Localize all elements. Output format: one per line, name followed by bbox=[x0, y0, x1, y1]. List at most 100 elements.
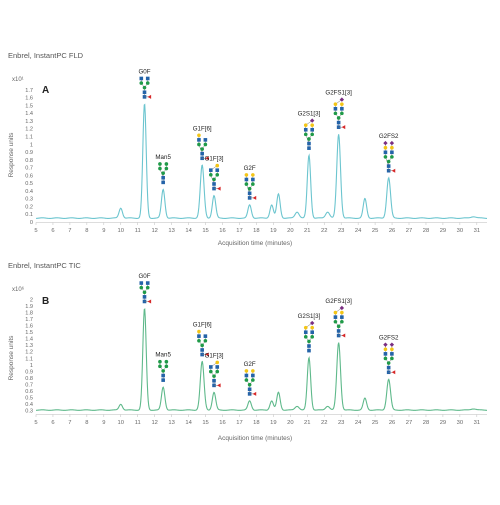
glycan-galactose-symbol bbox=[197, 133, 201, 138]
y-tick-label: 1 bbox=[30, 363, 33, 369]
glycan-mannose-symbol bbox=[390, 356, 394, 361]
panel-a-trace bbox=[35, 103, 488, 219]
glycan-mannose-symbol bbox=[386, 159, 391, 164]
glycan-glcnac-symbol bbox=[212, 182, 216, 186]
y-tick-label: 1 bbox=[30, 142, 33, 148]
peak-label: G1F[3] bbox=[205, 352, 224, 359]
peak-annotation: G1F[6] bbox=[193, 125, 212, 161]
glycan-glcnac-symbol bbox=[340, 315, 344, 319]
glycan-mannose-symbol bbox=[333, 111, 338, 116]
glycan-glcnac-symbol bbox=[340, 106, 344, 111]
x-tick-label: 23 bbox=[338, 420, 344, 426]
x-tick-label: 24 bbox=[355, 420, 362, 426]
y-tick-label: 0.7 bbox=[25, 166, 33, 172]
y-tick-label: 0.5 bbox=[25, 181, 33, 187]
glycan-glcnac-symbol bbox=[303, 330, 308, 335]
peak-label: G1F[3] bbox=[205, 156, 224, 163]
peak-annotation: G1F[6] bbox=[193, 322, 212, 357]
y-tick-label: 0.5 bbox=[25, 396, 33, 402]
panel-b-letter: B bbox=[42, 296, 49, 307]
glycan-glcnac-symbol bbox=[307, 344, 311, 348]
x-tick-label: 20 bbox=[287, 420, 293, 426]
x-tick-label: 30 bbox=[457, 420, 463, 426]
panel-a-x-axis-label: Acquisition time (minutes) bbox=[218, 240, 292, 247]
glycan-glcnac-symbol bbox=[247, 387, 252, 392]
y-tick-label: 1.2 bbox=[25, 127, 33, 133]
glycan-mannose-symbol bbox=[390, 155, 394, 159]
glycan-glcnac-symbol bbox=[336, 333, 341, 338]
x-tick-label: 11 bbox=[135, 420, 141, 426]
glycan-sialic-acid-symbol bbox=[389, 140, 395, 146]
peak-annotation: Man5 bbox=[155, 154, 171, 185]
y-tick-label: 1.7 bbox=[25, 317, 33, 323]
panel-b-title: Enbrel, InstantPC TIC bbox=[8, 261, 81, 270]
peak-annotation: G2FS2 bbox=[379, 133, 399, 173]
glycan-mannose-symbol bbox=[251, 182, 255, 186]
y-tick-label: 1.6 bbox=[25, 96, 33, 102]
x-tick-label: 15 bbox=[202, 420, 208, 426]
glycan-mannose-symbol bbox=[200, 147, 204, 151]
y-tick-label: 0.6 bbox=[25, 389, 33, 395]
y-tick-label: 1.1 bbox=[25, 135, 33, 141]
glycan-glcnac-symbol bbox=[307, 146, 311, 150]
panel-a-peak-labels: G0F Man5 G1F[6] G1F[3] G2F G2S1[3] G2FS1[3] G2F… bbox=[138, 68, 399, 200]
panel-b-tic: Enbrel, InstantPC TIC x10⁶ B Response un… bbox=[8, 261, 488, 442]
glycan-fucose-symbol bbox=[217, 186, 221, 191]
glycan-mannose-symbol bbox=[145, 285, 150, 290]
x-tick-label: 27 bbox=[406, 420, 412, 426]
glycan-mannose-symbol bbox=[158, 364, 162, 369]
glycan-glcnac-symbol bbox=[336, 125, 341, 129]
glycan-glcnac-symbol bbox=[197, 334, 201, 338]
glycan-galactose-symbol bbox=[340, 102, 344, 106]
y-tick-label: 0.8 bbox=[25, 158, 33, 164]
y-tick-label: 1.4 bbox=[25, 111, 33, 117]
x-tick-label: 13 bbox=[168, 228, 174, 234]
glycan-mannose-symbol bbox=[215, 172, 220, 177]
x-tick-label: 19 bbox=[270, 228, 276, 234]
peak-annotation: G0F bbox=[138, 68, 152, 99]
glycan-mannose-symbol bbox=[145, 81, 150, 85]
glycan-mannose-symbol bbox=[200, 343, 204, 348]
glycan-glcnac-symbol bbox=[307, 141, 311, 146]
peak-label: G2F bbox=[244, 361, 256, 368]
glycan-galactose-symbol bbox=[197, 329, 201, 334]
glycan-mannose-symbol bbox=[164, 364, 169, 369]
panel-b-y-axis-label: Response units bbox=[8, 335, 15, 381]
glycan-fucose-symbol bbox=[205, 352, 209, 357]
x-tick-label: 28 bbox=[423, 420, 429, 426]
x-tick-label: 23 bbox=[338, 228, 344, 234]
glycan-fucose-symbol bbox=[391, 370, 396, 375]
glycan-mannose-symbol bbox=[139, 285, 144, 290]
y-tick-label: 1.3 bbox=[25, 119, 33, 125]
glycan-mannose-symbol bbox=[164, 162, 169, 166]
peak-label: Man5 bbox=[155, 352, 171, 359]
y-tick-label: 1.6 bbox=[25, 324, 33, 330]
x-tick-label: 24 bbox=[355, 228, 362, 234]
glycan-fucose-symbol bbox=[341, 125, 346, 130]
x-tick-label: 8 bbox=[85, 228, 88, 234]
glycan-mannose-symbol bbox=[303, 132, 308, 137]
x-tick-label: 28 bbox=[423, 228, 429, 234]
glycan-mannose-symbol bbox=[310, 132, 314, 137]
glycan-galactose-symbol bbox=[215, 163, 220, 168]
y-tick-label: 1.9 bbox=[25, 304, 33, 310]
glycan-mannose-symbol bbox=[212, 374, 216, 378]
glycan-galactose-symbol bbox=[244, 173, 249, 177]
glycan-mannose-symbol bbox=[215, 369, 220, 374]
x-tick-label: 9 bbox=[102, 420, 105, 426]
glycan-mannose-symbol bbox=[383, 155, 388, 159]
y-tick-label: 1.5 bbox=[25, 103, 33, 109]
peak-label: G2FS1[3] bbox=[325, 298, 352, 305]
y-tick-label: 0.1 bbox=[25, 212, 33, 218]
peak-label: G1F[6] bbox=[193, 125, 212, 132]
peak-label: G1F[6] bbox=[193, 322, 212, 329]
x-tick-label: 26 bbox=[389, 228, 395, 234]
x-tick-label: 21 bbox=[304, 420, 310, 426]
y-tick-label: 1.8 bbox=[25, 310, 33, 316]
y-tick-label: 2 bbox=[30, 297, 33, 303]
glycan-mannose-symbol bbox=[209, 369, 213, 374]
x-tick-label: 14 bbox=[185, 228, 192, 234]
x-tick-label: 11 bbox=[135, 228, 141, 234]
glycan-glcnac-symbol bbox=[383, 150, 388, 155]
